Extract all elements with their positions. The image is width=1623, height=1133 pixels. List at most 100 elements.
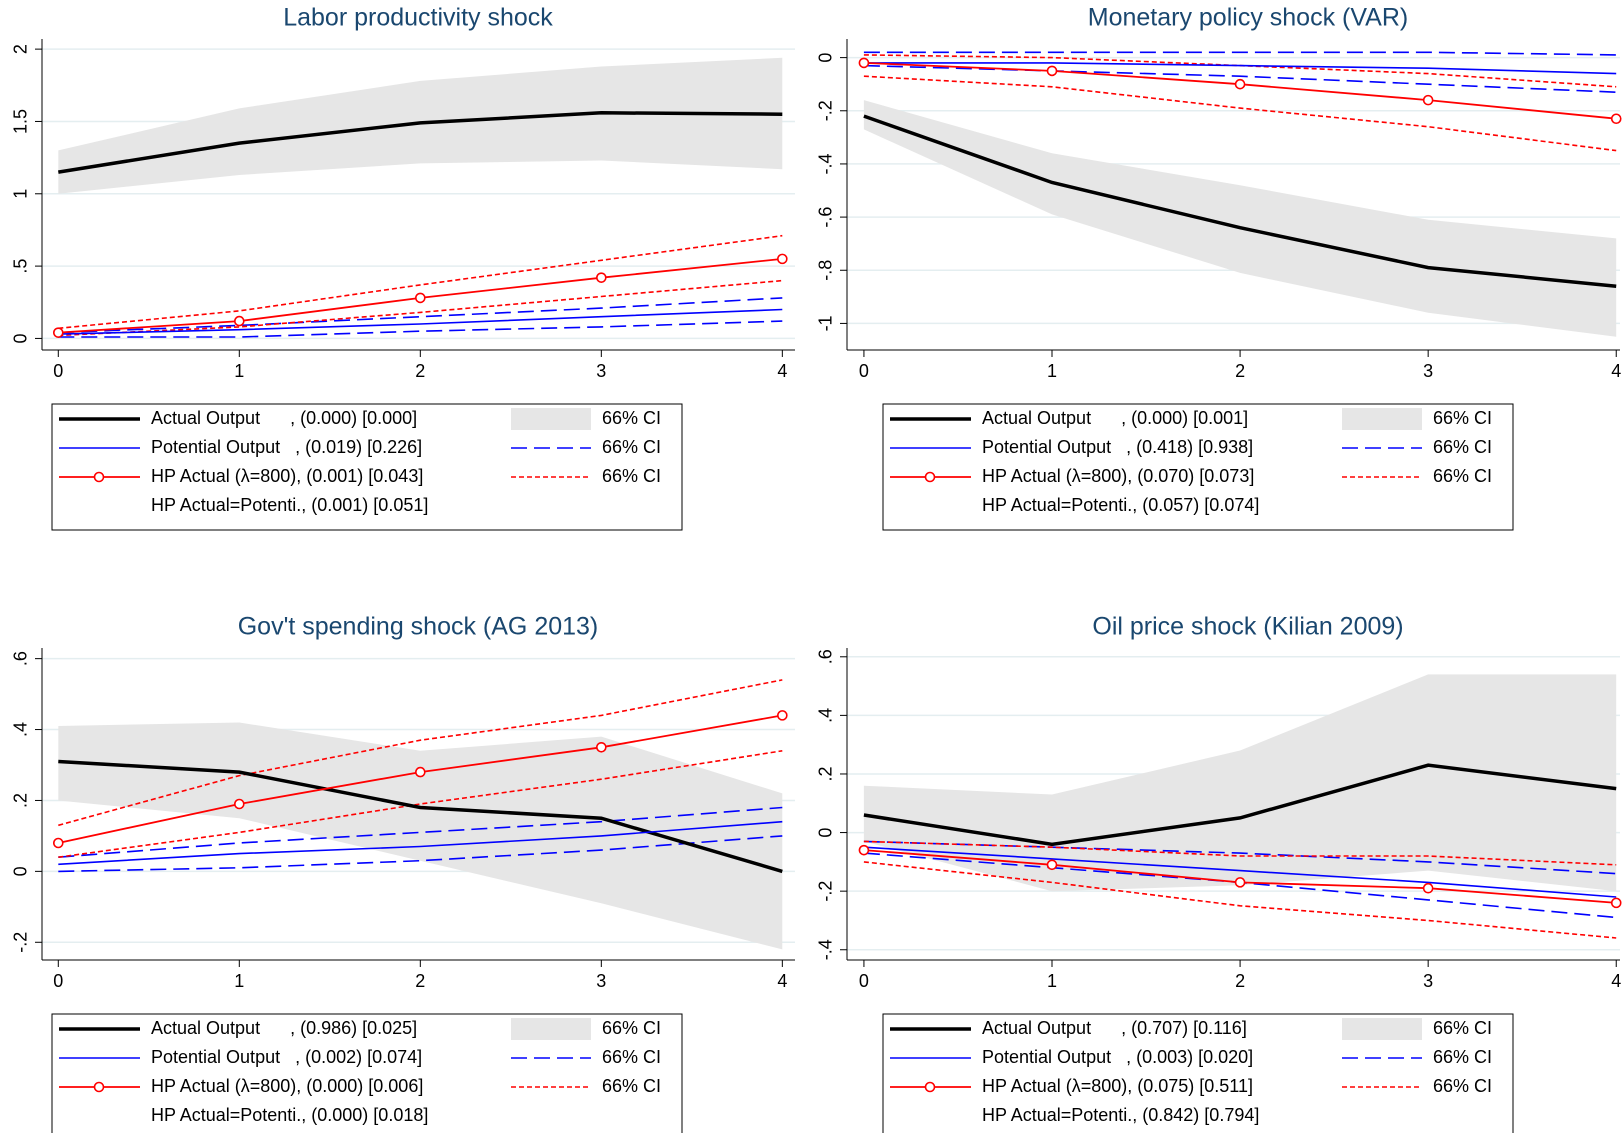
y-tick-label: .6 — [11, 651, 31, 666]
y-tick-label: .5 — [11, 259, 31, 274]
ci-band — [863, 674, 1617, 892]
x-tick-label: 4 — [1611, 361, 1621, 381]
chart-panel: Labor productivity shock 0 .5 1 1.5 2 0 1 2 3 4 Act… — [11, 4, 795, 531]
ci-line — [58, 279, 783, 337]
x-tick-label: 0 — [859, 361, 869, 381]
legend-label: Actual Output , (0.000) [0.001] — [982, 408, 1248, 428]
series-line — [863, 114, 1617, 288]
ci-band — [58, 722, 783, 950]
x-tick-label: 4 — [1611, 971, 1621, 991]
x-tick-label: 1 — [1047, 971, 1057, 991]
chart-title: Oil price shock (Kilian 2009) — [1092, 613, 1403, 641]
series-line — [58, 308, 783, 335]
legend-label: 66% CI — [1433, 437, 1492, 457]
x-tick-label: 1 — [234, 361, 244, 381]
legend-label: HP Actual (λ=800), (0.070) [0.073] — [982, 466, 1254, 486]
legend-marker — [93, 1081, 105, 1093]
legend-label: 66% CI — [602, 1047, 661, 1067]
legend-note: HP Actual=Potenti., (0.842) [0.794] — [982, 1105, 1259, 1125]
x-tick-label: 2 — [415, 361, 425, 381]
legend-label: 66% CI — [1433, 1076, 1492, 1096]
legend-label: 66% CI — [602, 408, 661, 428]
series-marker — [1234, 877, 1246, 888]
legend-label: 66% CI — [602, 466, 661, 486]
legend-label: 66% CI — [602, 1076, 661, 1096]
chart-title: Gov't spending shock (AG 2013) — [238, 613, 599, 641]
legend-label: Actual Output , (0.986) [0.025] — [151, 1018, 417, 1038]
series-line — [58, 111, 783, 174]
y-tick-label: 0 — [816, 53, 836, 63]
x-tick-label: 2 — [1235, 361, 1245, 381]
y-tick-label: 2 — [11, 44, 31, 54]
chart-panel: Gov't spending shock (AG 2013) -.2 0 .2 .4 .6… — [11, 613, 795, 1133]
legend-label: 66% CI — [602, 1018, 661, 1038]
legend-label: Actual Output , (0.000) [0.000] — [151, 408, 417, 428]
legend-marker — [924, 471, 936, 483]
y-tick-label: -.2 — [816, 881, 836, 902]
ci-line — [58, 679, 783, 827]
legend-label: HP Actual (λ=800), (0.000) [0.006] — [151, 1076, 423, 1096]
chart-title: Labor productivity shock — [283, 4, 553, 32]
y-tick-label: 1.5 — [11, 109, 31, 134]
legend-label: Potential Output , (0.002) [0.074] — [151, 1047, 422, 1067]
ci-line — [58, 234, 783, 330]
series-marker — [52, 327, 64, 338]
chart-panel: Oil price shock (Kilian 2009) -.4 -.2 0 .2 .4… — [816, 613, 1622, 1133]
y-tick-label: -.6 — [816, 207, 836, 228]
series-marker — [1046, 859, 1058, 871]
ci-line — [863, 861, 1617, 939]
x-tick-label: 4 — [777, 361, 787, 381]
legend-note: HP Actual=Potenti., (0.000) [0.018] — [151, 1105, 428, 1125]
series-line — [863, 763, 1617, 847]
legend-label: HP Actual (λ=800), (0.001) [0.043] — [151, 466, 423, 486]
y-tick-label: 1 — [11, 189, 31, 199]
legend-label: Potential Output , (0.418) [0.938] — [982, 437, 1253, 457]
legend-label: 66% CI — [1433, 1047, 1492, 1067]
legend-swatch — [511, 408, 591, 430]
series-line — [58, 820, 783, 866]
y-tick-label: -1 — [816, 315, 836, 331]
x-tick-label: 2 — [415, 971, 425, 991]
legend-swatch — [1342, 1018, 1422, 1040]
ci-line — [863, 75, 1617, 152]
ci-line — [58, 806, 783, 858]
legend-marker — [93, 471, 105, 483]
ci-line — [58, 320, 783, 338]
series-marker — [234, 315, 245, 327]
y-tick-label: .4 — [11, 722, 31, 737]
x-tick-label: 1 — [1047, 361, 1057, 381]
series-marker — [1610, 113, 1622, 125]
series-marker — [1610, 897, 1622, 909]
x-tick-label: 2 — [1235, 971, 1245, 991]
legend-label: 66% CI — [1433, 466, 1492, 486]
legend-marker — [924, 1081, 936, 1093]
ci-line — [863, 840, 1617, 866]
series-marker — [52, 837, 64, 849]
legend-label: Potential Output , (0.003) [0.020] — [982, 1047, 1253, 1067]
x-tick-label: 0 — [859, 971, 869, 991]
series-marker — [415, 292, 426, 304]
y-tick-label: .4 — [816, 708, 836, 723]
series-marker — [596, 272, 607, 283]
chart-title: Monetary policy shock (VAR) — [1088, 4, 1408, 32]
x-tick-label: 1 — [234, 971, 244, 991]
y-tick-label: .2 — [816, 766, 836, 781]
series-marker — [858, 844, 870, 856]
ci-line — [58, 750, 783, 858]
legend-label: HP Actual (λ=800), (0.075) [0.511] — [982, 1076, 1253, 1096]
x-tick-label: 3 — [1423, 361, 1433, 381]
legend-label: 66% CI — [1433, 1018, 1492, 1038]
y-tick-label: .6 — [816, 649, 836, 664]
y-tick-label: 0 — [816, 828, 836, 838]
y-tick-label: -.4 — [816, 939, 836, 960]
series-marker — [1046, 65, 1058, 77]
y-tick-label: -.4 — [816, 153, 836, 174]
x-tick-label: 0 — [53, 361, 63, 381]
y-tick-label: -.8 — [816, 260, 836, 281]
x-tick-label: 4 — [777, 971, 787, 991]
series-line — [863, 62, 1617, 75]
series-marker — [596, 741, 607, 753]
legend-label: 66% CI — [602, 437, 661, 457]
y-tick-label: .2 — [11, 793, 31, 808]
